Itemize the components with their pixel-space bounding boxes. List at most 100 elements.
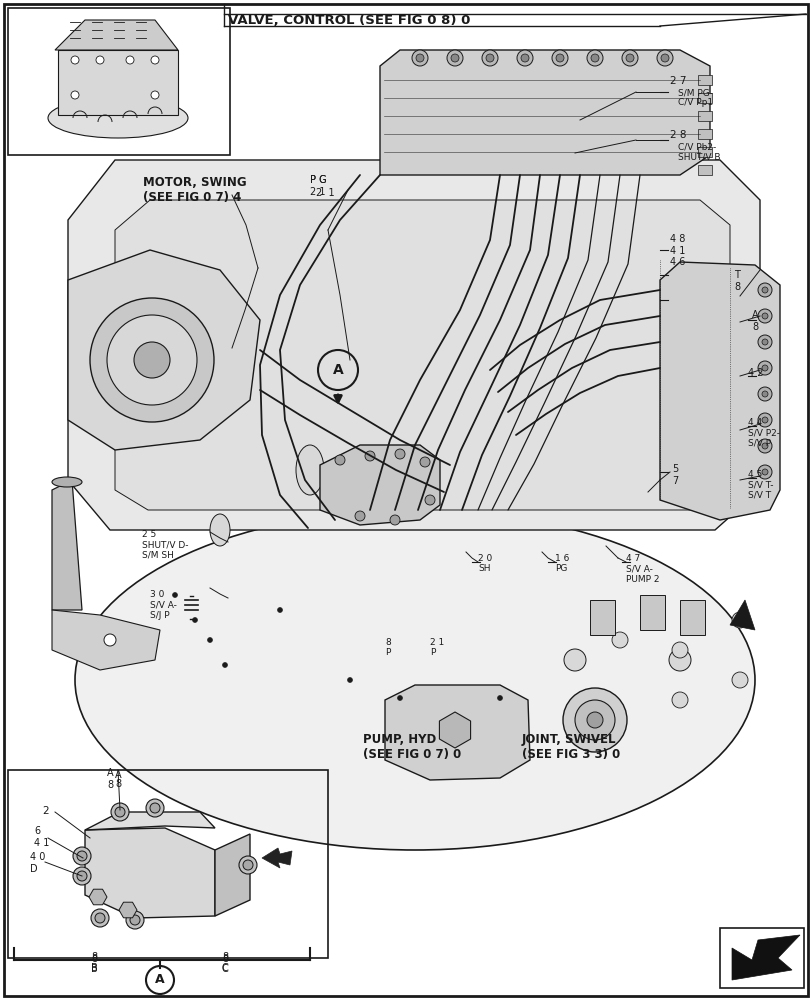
Polygon shape bbox=[439, 712, 470, 748]
Circle shape bbox=[130, 915, 139, 925]
Polygon shape bbox=[380, 50, 709, 175]
Circle shape bbox=[71, 56, 79, 64]
Text: 8: 8 bbox=[115, 779, 121, 789]
Text: C: C bbox=[221, 963, 228, 973]
Text: 6
4 1: 6 4 1 bbox=[34, 826, 49, 848]
Text: P G: P G bbox=[310, 175, 326, 185]
Circle shape bbox=[521, 54, 528, 62]
Circle shape bbox=[104, 634, 116, 646]
Text: 8: 8 bbox=[91, 954, 97, 964]
Bar bbox=[58, 50, 178, 115]
Circle shape bbox=[660, 54, 668, 62]
Circle shape bbox=[486, 54, 493, 62]
Circle shape bbox=[126, 911, 144, 929]
Text: T
8: T 8 bbox=[733, 270, 739, 292]
Ellipse shape bbox=[668, 649, 690, 671]
Circle shape bbox=[446, 50, 462, 66]
Text: A
8: A 8 bbox=[106, 768, 114, 790]
Circle shape bbox=[126, 56, 134, 64]
Circle shape bbox=[222, 662, 227, 668]
Text: 4 8
4 1
4 6: 4 8 4 1 4 6 bbox=[669, 234, 684, 267]
Bar bbox=[697, 165, 711, 175]
Polygon shape bbox=[729, 600, 754, 630]
Text: A: A bbox=[114, 770, 121, 780]
Circle shape bbox=[757, 335, 771, 349]
Circle shape bbox=[77, 851, 87, 861]
Circle shape bbox=[424, 495, 435, 505]
Text: 8: 8 bbox=[221, 954, 228, 964]
Text: 2 7: 2 7 bbox=[669, 76, 685, 86]
Bar bbox=[639, 595, 664, 630]
Circle shape bbox=[354, 511, 365, 521]
Text: C/V Pb2-
SHUT/V B: C/V Pb2- SHUT/V B bbox=[677, 142, 719, 161]
Text: 8
C: 8 C bbox=[221, 952, 228, 974]
Bar bbox=[679, 600, 704, 635]
Circle shape bbox=[761, 339, 767, 345]
Text: B: B bbox=[91, 963, 97, 973]
Circle shape bbox=[757, 465, 771, 479]
Circle shape bbox=[586, 712, 603, 728]
Circle shape bbox=[574, 700, 614, 740]
Polygon shape bbox=[384, 685, 530, 780]
Circle shape bbox=[111, 803, 129, 821]
Text: 2 5
SHUT/V D-
S/M SH: 2 5 SHUT/V D- S/M SH bbox=[142, 530, 188, 560]
Circle shape bbox=[625, 54, 633, 62]
Circle shape bbox=[761, 443, 767, 449]
Text: 3 0
S/V A-
S/J P: 3 0 S/V A- S/J P bbox=[150, 590, 177, 620]
Text: 2  1: 2 1 bbox=[315, 188, 334, 198]
Circle shape bbox=[95, 913, 105, 923]
Ellipse shape bbox=[296, 445, 324, 495]
Bar bbox=[8, 8, 230, 155]
Circle shape bbox=[335, 455, 345, 465]
Circle shape bbox=[672, 642, 687, 658]
Circle shape bbox=[419, 457, 430, 467]
Text: JOINT, SWIVEL
(SEE FIG 3 3) 0: JOINT, SWIVEL (SEE FIG 3 3) 0 bbox=[521, 733, 620, 761]
Circle shape bbox=[551, 50, 568, 66]
Circle shape bbox=[347, 678, 352, 682]
Circle shape bbox=[497, 696, 502, 700]
Circle shape bbox=[731, 672, 747, 688]
Circle shape bbox=[757, 387, 771, 401]
Text: PUMP, HYD
(SEE FIG 0 7) 0: PUMP, HYD (SEE FIG 0 7) 0 bbox=[363, 733, 461, 761]
Circle shape bbox=[389, 515, 400, 525]
Text: 4 4
S/V P2-
S/V P: 4 4 S/V P2- S/V P bbox=[747, 418, 779, 448]
Polygon shape bbox=[85, 812, 215, 830]
Circle shape bbox=[611, 632, 627, 648]
Polygon shape bbox=[52, 610, 160, 670]
Text: VALVE, CONTROL (SEE FIG 0 8) 0: VALVE, CONTROL (SEE FIG 0 8) 0 bbox=[228, 14, 470, 27]
Text: S/M PG-
C/V Pp1: S/M PG- C/V Pp1 bbox=[677, 88, 712, 107]
Circle shape bbox=[73, 867, 91, 885]
Circle shape bbox=[77, 871, 87, 881]
Circle shape bbox=[761, 287, 767, 293]
Polygon shape bbox=[55, 20, 178, 50]
Circle shape bbox=[151, 56, 159, 64]
Circle shape bbox=[621, 50, 637, 66]
Circle shape bbox=[482, 50, 497, 66]
Circle shape bbox=[134, 342, 169, 378]
Circle shape bbox=[731, 612, 747, 628]
Circle shape bbox=[277, 607, 282, 612]
Text: 2 0
SH: 2 0 SH bbox=[478, 554, 491, 573]
Circle shape bbox=[172, 592, 178, 597]
Circle shape bbox=[115, 807, 125, 817]
Circle shape bbox=[761, 313, 767, 319]
Circle shape bbox=[757, 439, 771, 453]
Circle shape bbox=[761, 365, 767, 371]
Circle shape bbox=[151, 91, 159, 99]
Circle shape bbox=[761, 417, 767, 423]
Polygon shape bbox=[68, 250, 260, 450]
Circle shape bbox=[517, 50, 532, 66]
Text: 2 8: 2 8 bbox=[669, 130, 685, 140]
Polygon shape bbox=[85, 828, 215, 918]
Circle shape bbox=[761, 391, 767, 397]
Bar bbox=[697, 75, 711, 85]
Circle shape bbox=[450, 54, 458, 62]
Text: MOTOR, SWING
(SEE FIG 0 7) 4: MOTOR, SWING (SEE FIG 0 7) 4 bbox=[143, 176, 247, 204]
Circle shape bbox=[150, 803, 160, 813]
Circle shape bbox=[90, 298, 214, 422]
Circle shape bbox=[562, 688, 626, 752]
Circle shape bbox=[96, 56, 104, 64]
Circle shape bbox=[761, 469, 767, 475]
Text: 4 5
S/V T-
S/V T: 4 5 S/V T- S/V T bbox=[747, 470, 773, 500]
Text: A: A bbox=[155, 973, 165, 986]
